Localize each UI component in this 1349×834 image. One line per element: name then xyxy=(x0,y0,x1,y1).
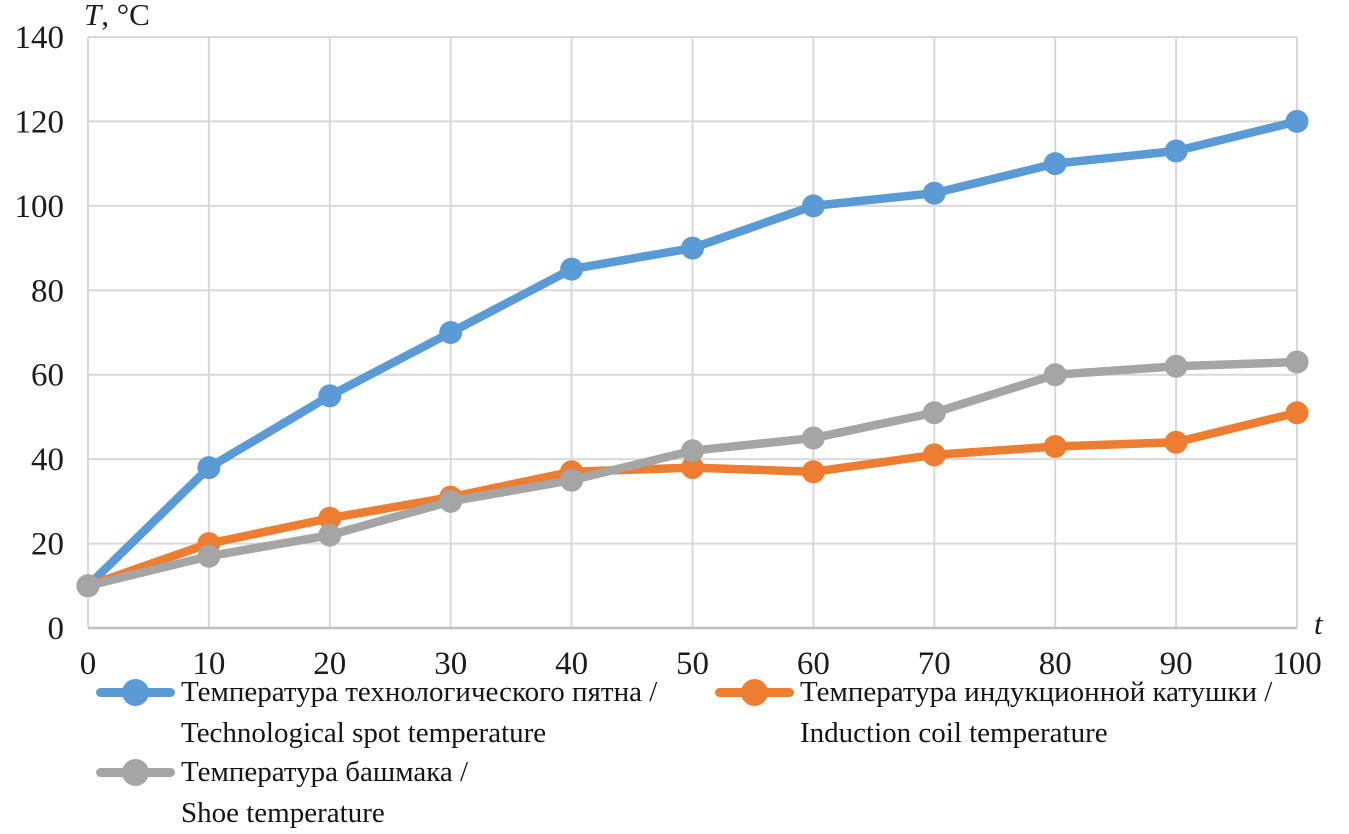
series-0-point xyxy=(681,236,704,260)
x-axis-tick-label: 0 xyxy=(80,646,97,682)
legend-marker-blue-line xyxy=(96,679,175,706)
legend-marker-blue-dot-icon xyxy=(122,679,149,706)
series-1-point xyxy=(801,460,825,484)
legend-marker-orange-dot-icon xyxy=(741,679,768,706)
series-1-point xyxy=(681,456,704,480)
legend-label-line1: Температура технологического пятна / xyxy=(181,676,658,708)
series-0-point xyxy=(1164,139,1188,163)
y-axis-tick-label: 40 xyxy=(31,442,64,478)
y-axis-tick-label: 120 xyxy=(15,104,65,140)
series-1-point xyxy=(318,506,342,530)
series-0-point xyxy=(560,257,584,281)
series-2-point xyxy=(801,426,825,450)
series-0-point xyxy=(318,384,342,408)
y-axis-tick-label: 0 xyxy=(48,611,65,647)
x-axis-tick-label: 70 xyxy=(918,646,951,682)
series-1-point xyxy=(1043,434,1067,458)
legend-marker-orange-line xyxy=(715,679,794,706)
legend-label-line2: Technological spot temperature xyxy=(181,717,547,749)
legend-item-shoe: Температура башмака / Shoe temperature xyxy=(96,752,468,834)
series-2-point xyxy=(1164,354,1188,378)
y-axis-tick-label: 100 xyxy=(15,189,65,225)
y-axis-tick-label: 140 xyxy=(15,20,65,56)
legend-label-line2: Shoe temperature xyxy=(181,797,385,829)
series-2-point xyxy=(439,489,463,513)
legend-label-technological-spot: Температура технологического пятна / Tec… xyxy=(181,672,657,754)
series-1-point xyxy=(922,443,946,467)
x-axis-tick-label: 20 xyxy=(313,646,346,682)
series-0-point xyxy=(197,456,221,480)
x-axis-tick-label: 80 xyxy=(1039,646,1072,682)
series-2-point xyxy=(681,439,704,463)
series-1-point xyxy=(1164,430,1188,454)
legend-marker-gray-dot-icon xyxy=(122,759,149,786)
series-2-point xyxy=(922,401,946,425)
x-axis-tick-label: 100 xyxy=(1272,646,1322,682)
legend-label-line1: Температура индукционной катушки / xyxy=(800,676,1273,708)
series-2-point xyxy=(197,544,221,568)
series-0-point xyxy=(922,181,946,205)
legend-label-induction-coil: Температура индукционной катушки / Induc… xyxy=(800,672,1272,754)
x-axis-tick-label: 40 xyxy=(555,646,588,682)
legend-item-technological-spot: Температура технологического пятна / Tec… xyxy=(96,672,657,754)
y-axis-tick-label: 60 xyxy=(31,358,64,394)
legend-item-induction-coil: Температура индукционной катушки / Induc… xyxy=(715,672,1272,754)
series-2-point xyxy=(318,523,342,547)
series-1-point xyxy=(1285,401,1309,425)
x-axis-tick-label: 30 xyxy=(434,646,467,682)
series-2-point xyxy=(76,574,100,598)
y-axis-title: T, °C xyxy=(84,0,150,32)
series-0-point xyxy=(1285,109,1309,133)
series-0-point xyxy=(801,194,825,218)
legend-label-shoe: Температура башмака / Shoe temperature xyxy=(181,752,468,834)
x-axis-tick-label: 90 xyxy=(1160,646,1193,682)
series-0-point xyxy=(1043,152,1067,176)
x-axis-tick-label: 10 xyxy=(192,646,225,682)
legend-label-line2: Induction coil temperature xyxy=(800,717,1108,749)
legend-marker-gray-line xyxy=(96,759,175,786)
series-0-point xyxy=(439,321,463,344)
series-2-point xyxy=(1043,363,1067,387)
series-2-point xyxy=(560,468,584,492)
y-axis-tick-label: 80 xyxy=(31,273,64,309)
x-axis-title: t xyxy=(1314,606,1324,641)
series-2-point xyxy=(1285,350,1309,374)
y-axis-tick-label: 20 xyxy=(31,527,64,563)
x-axis-tick-label: 60 xyxy=(797,646,830,682)
legend-label-line1: Температура башмака / xyxy=(181,756,469,788)
x-axis-tick-label: 50 xyxy=(676,646,709,682)
